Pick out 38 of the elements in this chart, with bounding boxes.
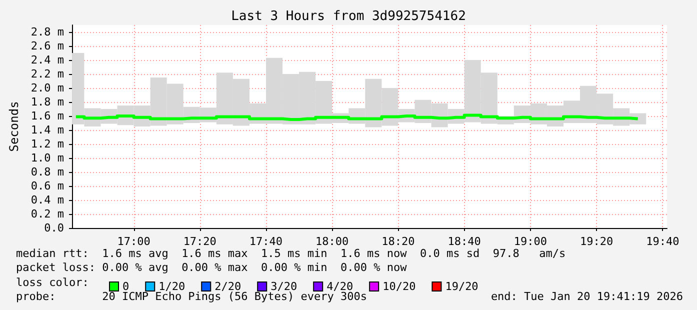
chart-title: Last 3 Hours from 3d9925754162 [231,9,466,24]
y-tick-label: 0.0 [44,222,64,234]
y-tick-label: 2.4 m [30,54,64,66]
x-tick-label: 17:00 [117,235,150,248]
y-axis-title: Seconds [7,101,21,152]
legend-label: 4/20 [326,280,354,293]
legend-label: 10/20 [382,280,416,293]
x-tick-label: 19:40 [646,235,680,248]
y-tick-label: 1.4 m [30,124,64,136]
y-tick-label: 2.2 m [30,68,64,80]
x-tick-label: 18:20 [382,235,415,248]
y-tick-label: 0.8 m [30,166,64,178]
x-tick-label: 17:40 [249,235,283,248]
legend-label: 0 [122,280,130,293]
y-tick-label: 1.0 m [30,152,64,164]
y-tick-label: 0.4 m [30,194,64,206]
text: packet loss: 0.00 % avg 0.00 % max 0.00 % min 0.00 % now [16,261,407,274]
y-tick-label: 2.8 m [30,26,64,38]
x-tick-label: 17:20 [183,235,216,248]
text: end: Tue Jan 20 19:41:19 2026 [490,290,683,303]
legend-label: 2/20 [214,280,242,293]
x-tick-label: 18:00 [316,235,349,248]
y-tick-label: 1.2 m [30,138,64,150]
legend-label: 3/20 [270,280,298,293]
y-tick-label: 2.6 m [30,40,64,52]
x-tick-label: 19:20 [580,235,614,248]
x-tick-label: 19:00 [514,235,547,248]
legend-label: 19/20 [445,280,478,293]
y-tick-label: 1.6 m [30,110,64,122]
text: probe: 20 ICMP Echo Pings (56 Bytes) every 300s [16,290,367,303]
y-tick-label: 2.0 m [30,82,64,94]
legend-label: 1/20 [158,280,186,293]
y-tick-label: 1.8 m [30,96,64,108]
x-tick-label: 18:40 [448,235,481,248]
text: loss color: [16,276,89,289]
y-tick-label: 0.6 m [30,180,64,192]
text: median rtt: 1.6 ms avg 1.6 ms max 1.5 ms min 1.6 ms now 0.0 ms sd 97.8 am/s [16,247,566,260]
y-tick-label: 0.2 m [30,208,64,220]
